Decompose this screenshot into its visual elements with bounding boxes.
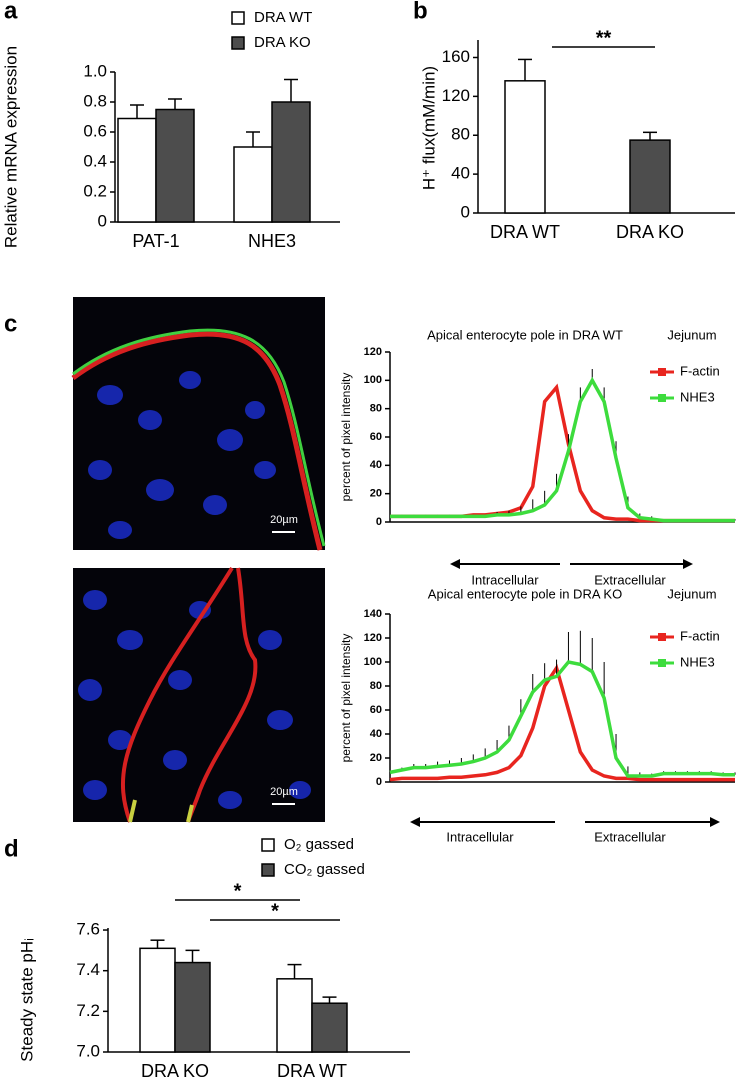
y-tick-label: 60: [370, 704, 382, 716]
y-tick-label: 7.2: [76, 1001, 100, 1020]
y-tick-label: 60: [370, 431, 382, 443]
y-tick-label: 7.4: [76, 960, 100, 979]
y-tick-label: 20: [370, 488, 382, 500]
arrow-head: [683, 559, 693, 569]
y-tick-label: 7.0: [76, 1041, 100, 1060]
significance-label: *: [271, 900, 279, 922]
y-axis-label: percent of pixel intensity: [339, 373, 353, 502]
significance-label: *: [234, 880, 242, 902]
y-tick-label: 0: [376, 516, 382, 528]
chart-title: Apical enterocyte pole in DRA WT: [427, 327, 623, 342]
series-line: [390, 383, 735, 523]
bar: [504, 80, 546, 214]
x-tick-label: DRA WT: [490, 222, 560, 242]
y-tick-label: 0: [98, 211, 107, 230]
panel-label: d: [4, 835, 19, 862]
y-tick-label: 80: [451, 125, 470, 144]
y-tick-label: 140: [364, 608, 382, 620]
panel-label: c: [4, 310, 17, 337]
legend-swatch: [231, 11, 245, 25]
x-tick-label: DRA WT: [277, 1061, 347, 1081]
bar: [629, 139, 671, 214]
series-line: [389, 663, 735, 782]
legend-swatch: [261, 863, 275, 877]
y-axis-label: percent of pixel intensity: [339, 634, 353, 763]
bar: [155, 108, 195, 223]
y-tick-label: 40: [370, 459, 382, 471]
significance-label: **: [596, 27, 612, 49]
legend-label: DRA KO: [254, 34, 311, 51]
legend-label: NHE3: [680, 389, 715, 404]
legend-swatch: [261, 838, 275, 852]
bar: [276, 978, 313, 1053]
bar: [271, 101, 311, 223]
bar: [233, 146, 273, 223]
legend-marker: [658, 659, 666, 667]
region-label: Intracellular: [446, 829, 514, 844]
legend-label: O₂ gassed: [284, 836, 354, 853]
y-tick-label: 120: [364, 632, 382, 644]
arrow-head: [410, 817, 420, 827]
bar: [139, 947, 176, 1053]
x-tick-label: NHE3: [248, 231, 296, 251]
series-line: [390, 376, 735, 523]
y-tick-label: 40: [451, 164, 470, 183]
y-tick-label: 100: [364, 374, 382, 386]
y-tick-label: 1.0: [83, 61, 107, 80]
y-tick-label: 80: [370, 403, 382, 415]
scale-bar-label: 20µm: [270, 786, 298, 798]
panel-label: a: [4, 0, 18, 24]
y-tick-label: 160: [442, 47, 470, 66]
region-label: Intracellular: [471, 572, 539, 587]
y-tick-label: 100: [364, 656, 382, 668]
scale-bar-label: 20µm: [270, 514, 298, 526]
micrograph-wt: 20µm: [71, 297, 326, 551]
y-axis-label: H⁺ flux(mM/min): [419, 66, 438, 190]
bar: [117, 117, 157, 223]
y-tick-label: 0.8: [83, 91, 107, 110]
y-axis-label: Steady state pHᵢ: [17, 938, 36, 1062]
chart-title: Apical enterocyte pole in DRA KO: [428, 586, 622, 601]
legend-label: NHE3: [680, 654, 715, 669]
y-axis-label: Relative mRNA expression: [1, 46, 20, 248]
y-tick-label: 0: [376, 776, 382, 788]
y-tick-label: 40: [370, 728, 382, 740]
bar: [311, 1002, 348, 1053]
legend-label: F-actin: [680, 363, 720, 378]
series-line: [389, 660, 735, 778]
y-tick-label: 0.4: [83, 151, 107, 170]
legend-marker: [658, 633, 666, 641]
y-tick-label: 80: [370, 680, 382, 692]
y-tick-label: 7.6: [76, 920, 100, 939]
x-tick-label: DRA KO: [616, 222, 684, 242]
legend-swatch: [231, 36, 245, 50]
legend-label: DRA WT: [254, 9, 312, 26]
y-tick-label: 120: [364, 346, 382, 358]
arrow-head: [710, 817, 720, 827]
arrow-head: [450, 559, 460, 569]
chart-subtitle: Jejunum: [667, 586, 716, 601]
legend-label: CO₂ gassed: [284, 861, 365, 878]
x-tick-label: PAT-1: [132, 231, 179, 251]
micrograph-ko: 20µm: [73, 566, 325, 823]
legend-marker: [658, 394, 666, 402]
legend-label: F-actin: [680, 628, 720, 643]
region-label: Extracellular: [594, 829, 666, 844]
region-label: Extracellular: [594, 572, 666, 587]
bar: [174, 961, 211, 1053]
x-tick-label: DRA KO: [141, 1061, 209, 1081]
chart-subtitle: Jejunum: [667, 327, 716, 342]
y-tick-label: 120: [442, 86, 470, 105]
y-tick-label: 0.2: [83, 181, 107, 200]
panel-label: b: [413, 0, 428, 24]
legend-marker: [658, 368, 666, 376]
y-tick-label: 20: [370, 752, 382, 764]
y-tick-label: 0: [461, 202, 470, 221]
y-tick-label: 0.6: [83, 121, 107, 140]
